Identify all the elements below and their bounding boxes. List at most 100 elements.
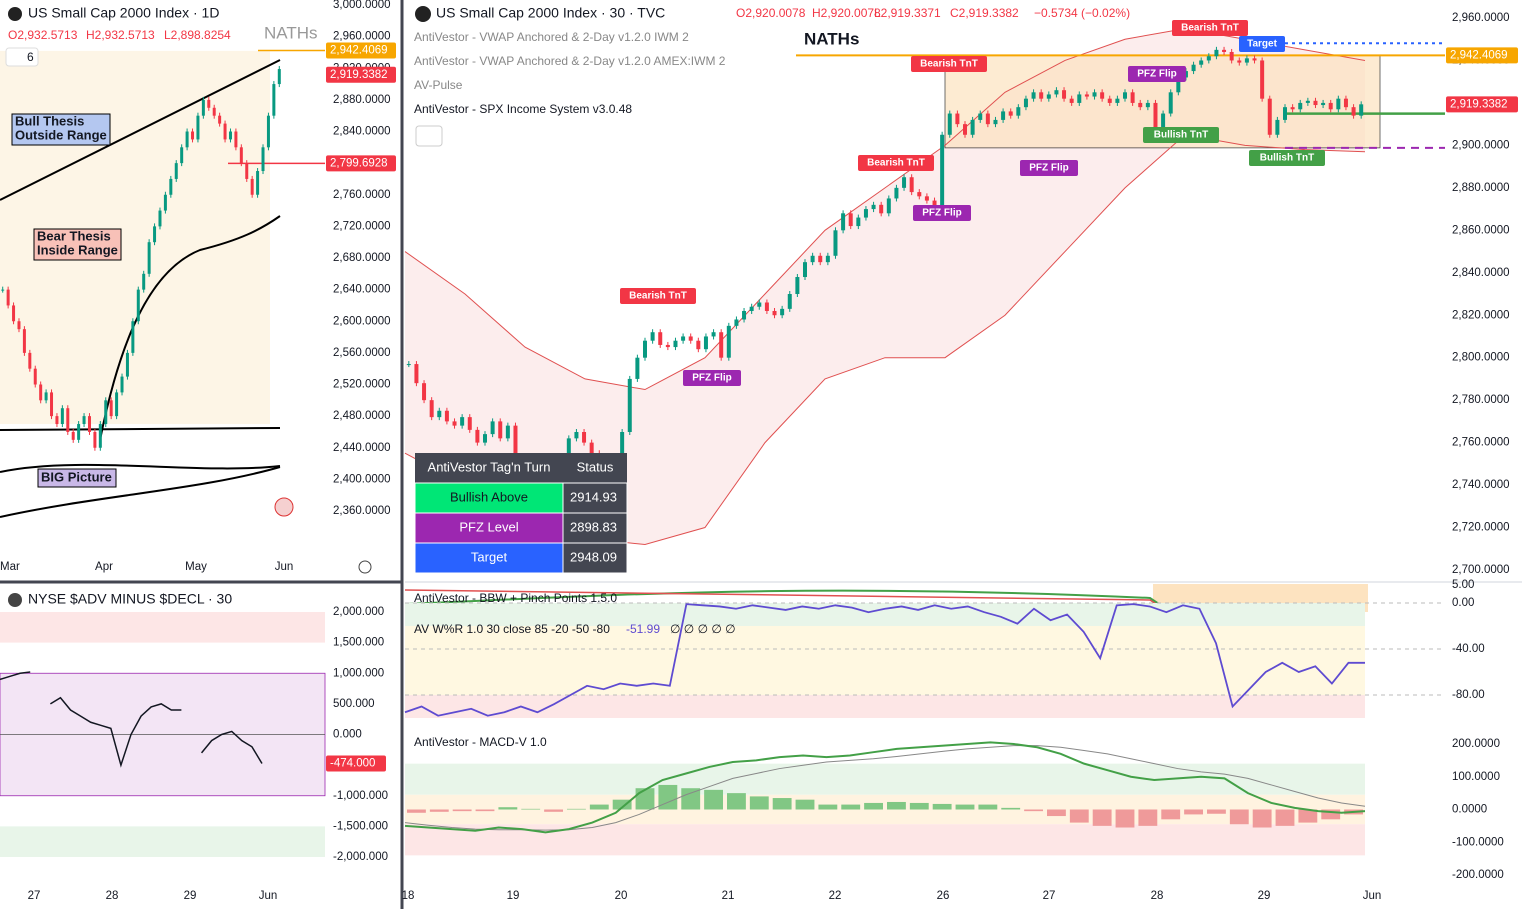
price-tag-label: 2,799.6928 [330, 157, 388, 169]
histogram-bar [818, 804, 838, 810]
x-tick-label: 27 [1043, 890, 1056, 902]
candle [131, 321, 135, 353]
logo [415, 6, 431, 22]
candle [627, 378, 632, 432]
table-cell [562, 482, 628, 514]
trendline [0, 466, 281, 518]
ohlc: C2,919.3382 [950, 6, 1019, 20]
candle [1328, 102, 1333, 110]
table-cell-text: 2948.09 [570, 549, 617, 564]
x-tick-label: 29 [184, 890, 197, 902]
y-tick-label: -1,000.000 [333, 790, 388, 802]
y-tick-label: 2,560.0000 [333, 347, 391, 359]
ohlc: L2,919.3371 [874, 6, 941, 20]
y-tick-label: 2,360.0000 [333, 505, 391, 517]
histogram-bar [1207, 809, 1226, 814]
candle [201, 99, 205, 116]
candle [856, 217, 861, 227]
candle [98, 424, 102, 448]
histogram-bar [864, 802, 883, 810]
candle [947, 113, 952, 135]
y-tick-label: 2,800.0000 [1452, 352, 1510, 364]
candle [848, 213, 853, 227]
candle [1267, 98, 1272, 135]
histogram-bar [1115, 809, 1135, 828]
histogram-bar [1252, 809, 1272, 828]
y-tick-label: 100.0000 [1452, 771, 1500, 783]
candle [863, 209, 868, 218]
y-tick-label: 2,680.0000 [333, 252, 391, 264]
histogram-bar [498, 807, 518, 810]
candle [574, 432, 579, 439]
candle [50, 392, 54, 417]
candle [245, 163, 249, 179]
histogram-bar [887, 801, 906, 810]
ohlc: O2,932.5713 [8, 28, 78, 42]
candle [174, 163, 178, 179]
table-cell-text: 2898.83 [570, 519, 617, 534]
breadth-line [0, 671, 263, 768]
panel-value: -51.99 [626, 622, 660, 636]
x-tick-label: 20 [615, 890, 628, 902]
wr-line [404, 603, 1366, 717]
candle [66, 408, 70, 432]
y-tick-label: 200.0000 [1452, 738, 1500, 750]
candle [109, 400, 113, 417]
candle [658, 332, 663, 345]
candle [1222, 49, 1227, 52]
candle [272, 84, 276, 116]
histogram-bar [544, 809, 563, 812]
candle [1321, 102, 1326, 106]
candle [871, 204, 876, 210]
price-tag [1446, 96, 1518, 113]
y-tick-label: 2,720.0000 [333, 220, 391, 232]
signal-tag-label: Bearish TnT [629, 291, 687, 302]
annotation: Outside Range [15, 127, 107, 142]
candle [772, 310, 777, 316]
histogram-bar [612, 799, 632, 810]
y-tick-label: 2,820.0000 [1452, 309, 1510, 321]
annotation-box [11, 113, 111, 146]
candle [1161, 113, 1166, 133]
candle [1107, 98, 1112, 103]
panel-title: AntiVestor - MACD-V 1.0 [414, 735, 547, 749]
candle [147, 242, 151, 274]
signal-tag-label: Target [1247, 39, 1277, 50]
y-tick-label: 2,880.0000 [333, 94, 391, 106]
candle [902, 177, 907, 188]
candle [1336, 98, 1341, 110]
candle [513, 425, 518, 475]
x-tick-label: Apr [95, 561, 113, 573]
y-tick-label: 3,000.0000 [333, 0, 391, 11]
table-header-cell: AntiVestor Tag'n Turn [428, 459, 551, 474]
candle [120, 376, 124, 393]
price-tag-label: 2,942.4069 [1450, 49, 1508, 61]
signal-tag [913, 205, 971, 221]
candle [136, 289, 140, 322]
annotation: Bull Thesis [15, 113, 84, 128]
histogram-bar [1275, 809, 1295, 826]
y-tick-label: 2,960.0000 [333, 31, 391, 43]
histogram-bar [681, 788, 701, 810]
x-tick-label: 26 [937, 890, 950, 902]
y-tick-label: 2,000.000 [333, 606, 384, 618]
candle [44, 392, 48, 401]
signal-tag [1143, 127, 1219, 143]
x-tick-label: 28 [1151, 890, 1164, 902]
candle [688, 336, 693, 341]
candle [28, 352, 32, 369]
candle [1229, 51, 1234, 61]
zone [405, 603, 1365, 626]
candle [803, 262, 807, 278]
candle [589, 442, 594, 454]
ohlc: −0.5734 (−0.02%) [1034, 6, 1130, 20]
candle [1214, 49, 1219, 57]
signal-tag [911, 56, 987, 72]
annotation: NATHs [804, 29, 859, 48]
candle [277, 69, 281, 85]
y-tick-label: -1,500.000 [333, 820, 388, 832]
histogram-bar [932, 803, 952, 810]
candle [1313, 100, 1318, 106]
candle [153, 226, 157, 243]
candle [266, 115, 270, 148]
